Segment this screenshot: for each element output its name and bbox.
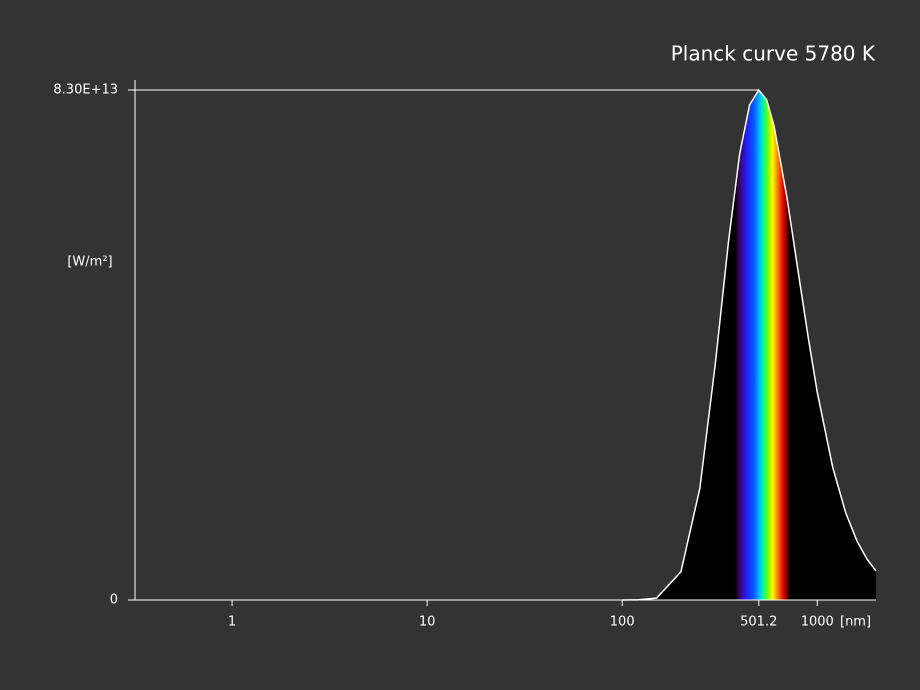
- y-axis-label: [W/m²]: [67, 255, 112, 270]
- x-tick-label: 501.2: [740, 615, 777, 630]
- curve: [622, 88, 877, 601]
- chart-title: Planck curve 5780 K: [671, 42, 876, 66]
- x-tick-label: 1: [228, 615, 236, 630]
- y-tick-label: 0: [110, 593, 118, 608]
- x-tick-label: 100: [610, 615, 635, 630]
- spectrum: [622, 90, 876, 600]
- x-tick-label: 10: [419, 615, 436, 630]
- x-tick-label: 1000: [801, 615, 834, 630]
- y-tick-label: 8.30E+13: [53, 83, 118, 98]
- x-axis-label: [nm]: [840, 615, 871, 630]
